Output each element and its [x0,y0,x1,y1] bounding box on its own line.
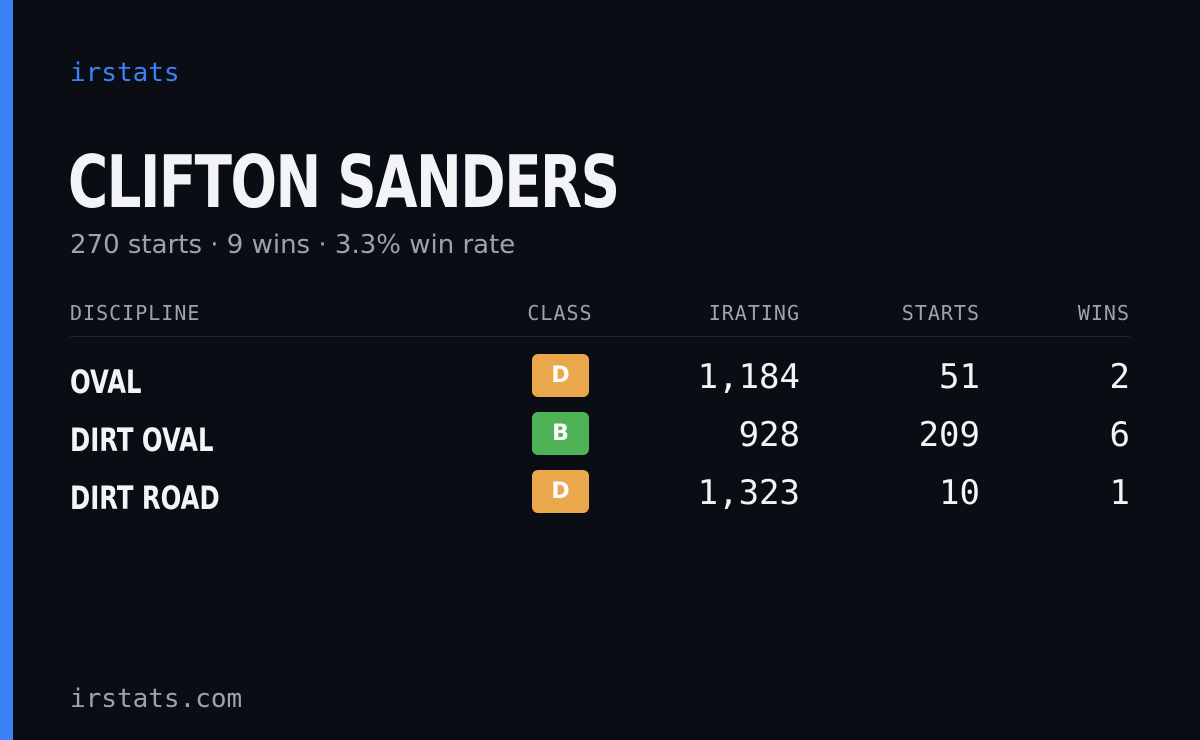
table-row: DIRT OVAL B 928 209 6 [70,412,1130,462]
driver-name: CLIFTON SANDERS [68,140,620,224]
brand-logo: irstats [70,58,180,88]
discipline-name: DIRT ROAD [70,479,220,517]
wins-value: 6 [1109,415,1130,455]
wins-value: 2 [1109,357,1130,397]
table-row: OVAL D 1,184 51 2 [70,354,1130,404]
starts-value: 51 [939,357,980,397]
header-starts: STARTS [901,301,980,325]
header-irating: IRATING [708,301,800,325]
header-wins: WINS [1077,301,1130,325]
table-header: DISCIPLINE CLASS IRATING STARTS WINS [70,298,1130,337]
header-class: CLASS [527,301,593,325]
discipline-name: DIRT OVAL [70,421,214,459]
header-discipline: DISCIPLINE [70,301,201,325]
table-row: DIRT ROAD D 1,323 10 1 [70,470,1130,520]
class-badge: B [532,412,589,455]
class-badge: D [532,470,589,513]
footer-url: irstats.com [70,684,243,714]
irating-value: 928 [738,415,800,455]
stats-table: DISCIPLINE CLASS IRATING STARTS WINS OVA… [70,298,1130,517]
irating-value: 1,323 [697,473,800,513]
irating-value: 1,184 [697,357,800,397]
accent-bar [0,0,13,740]
discipline-name: OVAL [70,363,142,401]
driver-summary: 270 starts · 9 wins · 3.3% win rate [70,230,516,260]
wins-value: 1 [1109,473,1130,513]
starts-value: 10 [939,473,980,513]
starts-value: 209 [918,415,980,455]
class-badge: D [532,354,589,397]
